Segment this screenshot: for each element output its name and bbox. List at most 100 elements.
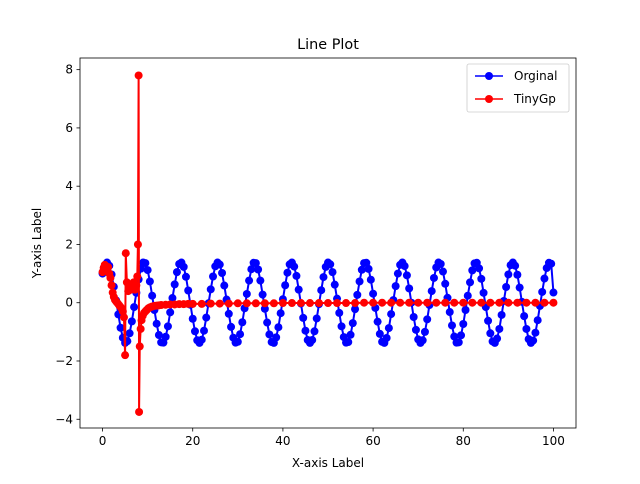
data-point-orginal xyxy=(188,314,197,323)
data-point-tinygp xyxy=(132,281,141,290)
data-point-orginal xyxy=(130,303,139,312)
data-point-orginal xyxy=(495,324,504,333)
data-point-tinygp xyxy=(215,299,224,308)
data-point-tinygp xyxy=(342,299,351,308)
data-point-orginal xyxy=(148,291,157,300)
y-tick-label: 8 xyxy=(65,63,73,77)
data-point-orginal xyxy=(263,318,272,327)
legend-label-orginal: Orginal xyxy=(514,69,557,83)
data-point-orginal xyxy=(441,279,450,288)
legend-marker-tinygp xyxy=(485,95,493,103)
data-point-tinygp xyxy=(459,298,468,307)
data-point-tinygp xyxy=(107,281,116,290)
x-tick-label: 100 xyxy=(542,434,565,448)
data-point-orginal xyxy=(236,330,245,339)
data-point-orginal xyxy=(116,323,125,332)
data-point-tinygp xyxy=(305,299,314,308)
data-point-tinygp xyxy=(224,299,233,308)
data-point-orginal xyxy=(152,319,161,328)
data-point-tinygp xyxy=(378,298,387,307)
data-point-orginal xyxy=(233,337,242,346)
data-point-orginal xyxy=(531,328,540,337)
data-point-tinygp xyxy=(136,324,145,333)
data-point-orginal xyxy=(409,313,418,321)
data-point-orginal xyxy=(238,318,247,327)
data-point-orginal xyxy=(276,309,285,318)
data-point-orginal xyxy=(468,266,477,275)
data-point-orginal xyxy=(344,338,353,347)
data-point-orginal xyxy=(247,265,256,274)
data-point-tinygp xyxy=(333,299,342,308)
data-point-orginal xyxy=(362,258,371,267)
data-point-tinygp xyxy=(486,298,495,307)
data-point-orginal xyxy=(170,280,179,289)
data-point-orginal xyxy=(353,290,362,299)
data-point-orginal xyxy=(290,262,299,271)
data-point-orginal xyxy=(486,329,495,338)
data-point-orginal xyxy=(436,259,445,268)
data-point-tinygp xyxy=(233,299,242,308)
data-point-tinygp xyxy=(260,299,269,308)
chart-title: Line Plot xyxy=(297,37,359,53)
data-point-orginal xyxy=(511,261,520,270)
y-tick-label: 0 xyxy=(65,296,73,310)
legend: Orginal TinyGp xyxy=(466,63,570,113)
data-point-orginal xyxy=(405,284,414,293)
data-point-orginal xyxy=(382,333,391,342)
data-point-orginal xyxy=(326,260,335,269)
data-point-tinygp xyxy=(119,313,128,322)
data-point-orginal xyxy=(145,277,154,286)
y-tick-label: −4 xyxy=(55,412,73,426)
data-point-tinygp xyxy=(513,298,522,307)
data-point-tinygp xyxy=(495,298,504,307)
data-point-orginal xyxy=(366,275,375,284)
data-point-orginal xyxy=(265,330,274,339)
data-point-orginal xyxy=(220,281,229,290)
data-point-orginal xyxy=(420,327,429,336)
data-point-orginal xyxy=(348,319,357,328)
data-point-tinygp xyxy=(296,299,305,308)
data-point-orginal xyxy=(355,277,364,286)
data-point-orginal xyxy=(218,269,227,278)
data-point-orginal xyxy=(457,331,466,340)
data-point-tinygp xyxy=(351,299,360,308)
data-point-orginal xyxy=(454,338,463,347)
data-point-orginal xyxy=(200,326,208,335)
data-point-orginal xyxy=(369,289,378,298)
data-point-orginal xyxy=(402,271,411,280)
data-point-tinygp xyxy=(242,299,251,308)
series-tinygp xyxy=(98,71,558,416)
data-point-orginal xyxy=(357,265,366,274)
data-point-tinygp xyxy=(287,299,296,308)
data-point-orginal xyxy=(181,272,190,281)
data-point-orginal xyxy=(143,266,152,275)
data-point-orginal xyxy=(179,262,188,271)
data-point-orginal xyxy=(445,308,454,317)
data-point-orginal xyxy=(166,308,175,317)
data-point-tinygp xyxy=(360,298,369,307)
data-point-orginal xyxy=(427,287,436,296)
plot-area xyxy=(80,58,576,428)
data-point-tinygp xyxy=(531,298,540,307)
data-point-orginal xyxy=(497,310,506,319)
data-point-orginal xyxy=(429,273,438,282)
data-point-tinygp xyxy=(251,299,260,308)
y-tick-label: −2 xyxy=(55,354,73,368)
series-layer xyxy=(98,71,558,416)
y-tick-label: 4 xyxy=(65,179,73,193)
data-point-orginal xyxy=(522,324,531,333)
data-point-orginal xyxy=(540,274,549,283)
data-point-tinygp xyxy=(405,298,414,307)
data-point-orginal xyxy=(125,329,134,338)
data-point-orginal xyxy=(172,268,181,277)
x-tick-label: 20 xyxy=(185,434,200,448)
data-point-orginal xyxy=(547,259,556,268)
data-point-orginal xyxy=(418,336,427,345)
data-point-tinygp xyxy=(468,298,477,307)
data-point-tinygp xyxy=(387,298,396,307)
data-point-orginal xyxy=(502,282,511,291)
data-point-orginal xyxy=(209,272,218,281)
data-point-tinygp xyxy=(324,299,332,308)
data-point-orginal xyxy=(301,326,310,335)
data-point-orginal xyxy=(312,314,321,323)
